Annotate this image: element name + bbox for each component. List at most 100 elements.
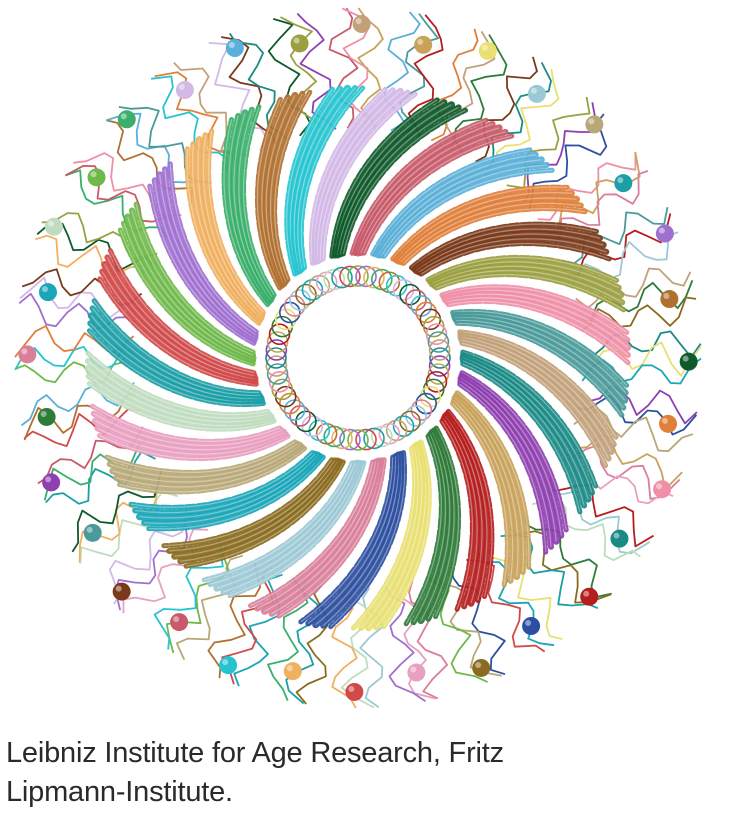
helix-ribbon	[104, 439, 298, 475]
inner-coil	[425, 323, 448, 345]
inner-coil	[410, 399, 433, 421]
helix-ribbon	[410, 431, 449, 626]
helix-ribbon	[117, 227, 256, 367]
terminal-knob	[87, 168, 106, 187]
inner-coil	[392, 415, 415, 437]
helix-ribbon	[328, 450, 408, 630]
loop-strand	[542, 489, 651, 555]
helix-highlight	[186, 148, 260, 324]
terminal-knob	[37, 407, 56, 426]
helix-ribbon	[235, 106, 276, 301]
helix-highlight	[229, 462, 365, 597]
helix-highlight	[351, 119, 487, 254]
loop-strand	[153, 539, 224, 650]
helix-ribbon	[254, 96, 283, 291]
helix-highlight	[443, 418, 478, 607]
helix-ribbon	[433, 425, 462, 620]
helix-highlight	[420, 243, 610, 275]
central-pore	[290, 290, 426, 426]
loop-strand	[221, 568, 275, 685]
helix-highlight	[460, 380, 552, 547]
helix-highlight	[342, 109, 466, 255]
helix-ribbon	[317, 89, 411, 263]
helix-ribbon	[162, 166, 259, 338]
loop-strand	[393, 584, 437, 700]
terminal-knob	[472, 658, 491, 677]
helix-ribbon	[433, 272, 627, 313]
caption-line-2: Lipmann-Institute.	[6, 776, 233, 808]
helix-highlight	[452, 310, 628, 386]
helix-highlight	[446, 297, 629, 356]
helix-highlight	[169, 460, 336, 552]
helix-ribbon	[440, 415, 481, 610]
helix-ribbon	[428, 262, 625, 299]
loop-strand	[267, 577, 309, 701]
loop-strand	[175, 554, 244, 661]
helix-highlight	[139, 454, 319, 519]
helix-ribbon	[454, 390, 532, 570]
helix-highlight	[462, 360, 585, 506]
loop-strand	[207, 562, 261, 679]
helix-ribbon	[334, 101, 455, 259]
loop-strand	[23, 392, 136, 441]
loop-strand	[582, 330, 702, 359]
loop-strand	[154, 71, 238, 165]
helix-ribbon	[87, 312, 265, 402]
helix-highlight	[383, 441, 430, 628]
helix-ribbon	[128, 450, 315, 510]
inner-coil	[371, 425, 393, 448]
terminal-knob	[414, 35, 433, 54]
helix-ribbon	[86, 328, 266, 408]
inner-coil	[289, 405, 311, 427]
helix-highlight	[127, 216, 254, 359]
helix-highlight	[441, 420, 473, 610]
helix-highlight	[460, 377, 557, 542]
loop-strand	[528, 113, 608, 210]
helix-ribbon	[167, 161, 259, 335]
helix-highlight	[454, 397, 519, 577]
helix-highlight	[135, 453, 316, 514]
loop-strand	[438, 572, 502, 677]
helix-highlight	[95, 420, 285, 451]
helix-ribbon	[340, 107, 468, 257]
helix-ribbon	[457, 329, 619, 440]
loop-strand	[18, 292, 136, 331]
helix-ribbon	[262, 91, 299, 288]
terminal-knob	[580, 587, 599, 606]
inner-coil	[331, 427, 353, 450]
helix-highlight	[310, 88, 386, 264]
terminal-knob	[527, 84, 546, 103]
loop-strand	[524, 511, 612, 599]
helix-ribbon	[451, 394, 522, 580]
helix-highlight	[202, 135, 263, 316]
inner-coil	[266, 363, 289, 385]
terminal-knob	[225, 39, 244, 58]
loop-strand	[451, 566, 506, 676]
helix-ribbon	[457, 378, 554, 550]
helix-highlight	[415, 233, 604, 272]
helix-ribbon	[298, 454, 396, 625]
inner-coil	[363, 266, 385, 289]
helix-ribbon	[107, 248, 257, 376]
terminal-knob	[655, 224, 674, 243]
helix-ribbon	[294, 85, 358, 273]
inner-coil	[283, 399, 306, 421]
loop-strand	[568, 434, 683, 490]
helix-ribbon	[381, 439, 432, 630]
helix-ribbon	[89, 403, 283, 444]
inner-coil	[428, 339, 451, 361]
helix-ribbon	[441, 412, 486, 607]
helix-ribbon	[132, 450, 319, 516]
inner-coil	[301, 279, 324, 301]
loop-strand	[488, 544, 563, 640]
helix-highlight	[243, 106, 275, 296]
helix-ribbon	[425, 254, 620, 283]
inner-coil	[283, 295, 306, 317]
helix-ribbon	[166, 457, 338, 554]
helix-highlight	[238, 109, 273, 298]
helix-ribbon	[375, 156, 545, 259]
helix-ribbon	[361, 133, 515, 256]
inner-coil	[399, 410, 421, 433]
loop-strand	[285, 581, 321, 705]
image-caption: Leibniz Institute for Age Research, Frit…	[6, 734, 726, 812]
